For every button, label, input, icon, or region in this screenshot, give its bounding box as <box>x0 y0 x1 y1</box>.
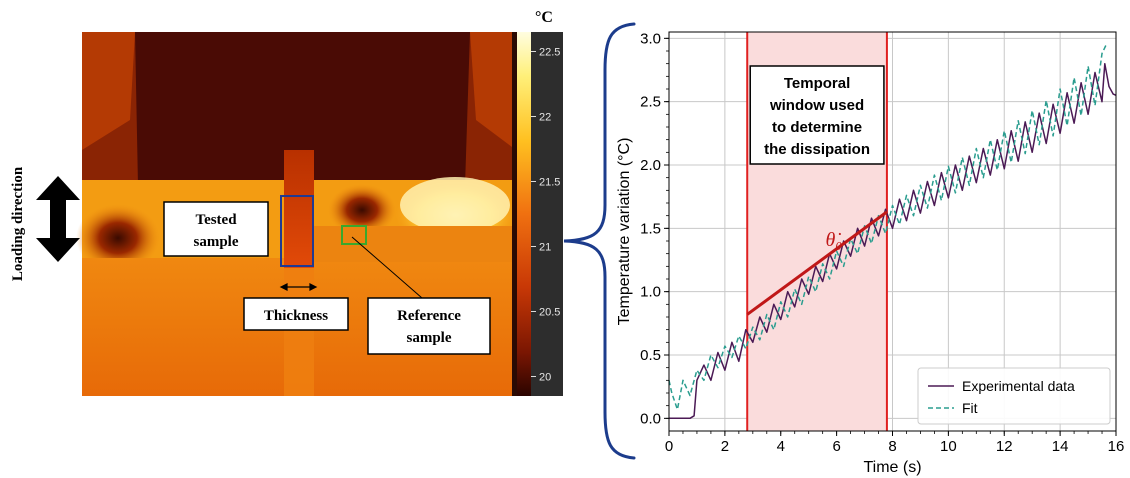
loading-direction-arrow-icon <box>36 176 80 262</box>
y-tick-label: 2.0 <box>640 157 661 174</box>
window-caption-line: to determine <box>772 119 862 136</box>
reference-sample-line1: Reference <box>397 308 461 324</box>
x-tick-label: 4 <box>777 438 785 455</box>
tested-sample-line1: Tested <box>195 212 237 228</box>
colorbar-tick-label: 22.5 <box>539 47 560 59</box>
reference-sample-line2: sample <box>407 330 452 346</box>
brace-icon <box>563 22 636 460</box>
colorbar: 22.5 22 21.5 21 20.5 20 <box>517 32 563 396</box>
legend-label: Fit <box>962 400 978 416</box>
loading-direction-label: Loading direction <box>10 166 26 281</box>
series-layer: θ̇₀ <box>668 44 1117 420</box>
tested-sample-strip <box>284 150 314 268</box>
tested-sample-line2: sample <box>194 234 239 250</box>
colorbar-tick-label: 21.5 <box>539 177 560 189</box>
legend: Experimental data Fit <box>917 367 1111 425</box>
colorbar-tick-label: 20.5 <box>539 307 560 319</box>
thickness-arrow <box>279 283 318 291</box>
reference-leader-line <box>351 236 423 299</box>
x-tick-label: 12 <box>996 438 1013 455</box>
y-tick-label: 2.5 <box>640 94 661 111</box>
y-tick-label: 1.0 <box>640 284 661 301</box>
x-tick-label: 10 <box>940 438 957 455</box>
dissipation-chart: θ̇₀ 0 2 4 6 8 10 12 14 16 0.0 0.5 1.0 1.5 2.0 2.5 3.0 T… <box>616 30 1124 476</box>
reference-sample-box <box>341 225 367 245</box>
window-caption-box <box>749 65 885 165</box>
tested-sample-box <box>280 195 314 267</box>
colorbar-tick-label: 20 <box>539 372 551 384</box>
window-caption: Temporal window used to determine the dissi… <box>749 65 885 165</box>
x-axis-label: Time (s) <box>863 459 921 476</box>
colorbar-tick-label: 21 <box>539 242 551 254</box>
window-caption-line: window used <box>769 97 864 114</box>
dissipation-slope-line <box>746 210 888 316</box>
y-tick-label: 3.0 <box>640 30 661 47</box>
colorbar-unit: °C <box>535 9 553 26</box>
window-caption-line: the dissipation <box>764 141 870 158</box>
y-tick-label: 0.0 <box>640 410 661 427</box>
y-tick-label: 1.5 <box>640 220 661 237</box>
upper-grip <box>135 32 470 186</box>
x-tick-label: 14 <box>1052 438 1069 455</box>
y-axis-label: Temperature variation (°C) <box>616 138 633 326</box>
x-tick-label: 6 <box>832 438 840 455</box>
axis-ticks: 0 2 4 6 8 10 12 14 16 0.0 0.5 1.0 1.5 2.0 2.5 3.0 <box>640 30 1124 455</box>
x-tick-label: 2 <box>721 438 729 455</box>
window-caption-line: Temporal <box>784 75 850 92</box>
thickness-callout <box>243 297 349 331</box>
legend-label: Experimental data <box>962 378 1075 394</box>
thickness-label: Thickness <box>264 308 328 324</box>
x-tick-label: 8 <box>888 438 896 455</box>
legend-box <box>917 367 1111 425</box>
y-tick-label: 0.5 <box>640 347 661 364</box>
reference-sample-callout <box>367 297 491 355</box>
colorbar-tick-label: 22 <box>539 112 551 124</box>
tested-sample-callout <box>163 201 269 257</box>
x-tick-label: 16 <box>1108 438 1125 455</box>
dissipation-symbol: θ̇₀ <box>825 229 842 251</box>
x-tick-label: 0 <box>665 438 673 455</box>
series-line-1 <box>668 44 1107 411</box>
